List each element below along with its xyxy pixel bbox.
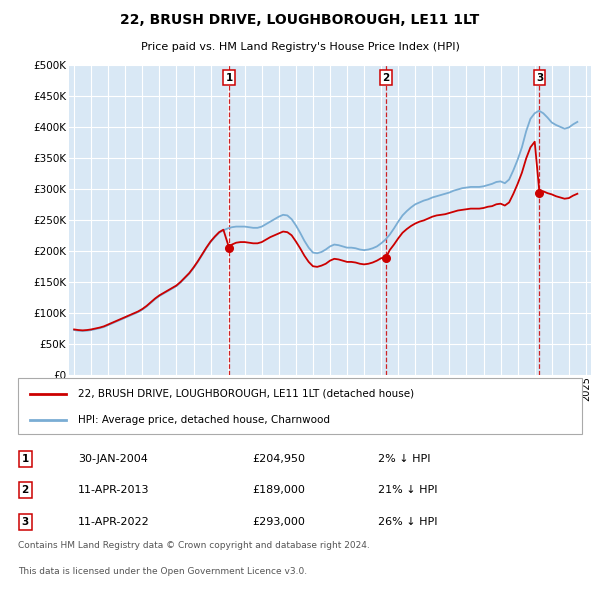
- Text: 3: 3: [22, 517, 29, 527]
- Text: £293,000: £293,000: [252, 517, 305, 527]
- Text: 11-APR-2022: 11-APR-2022: [78, 517, 150, 527]
- Text: 1: 1: [22, 454, 29, 464]
- Text: 22, BRUSH DRIVE, LOUGHBOROUGH, LE11 1LT (detached house): 22, BRUSH DRIVE, LOUGHBOROUGH, LE11 1LT …: [78, 389, 414, 398]
- Text: 2: 2: [382, 73, 389, 83]
- Text: This data is licensed under the Open Government Licence v3.0.: This data is licensed under the Open Gov…: [18, 568, 307, 576]
- Text: 3: 3: [536, 73, 543, 83]
- Text: Price paid vs. HM Land Registry's House Price Index (HPI): Price paid vs. HM Land Registry's House …: [140, 42, 460, 52]
- Text: 21% ↓ HPI: 21% ↓ HPI: [378, 486, 437, 496]
- Text: 2: 2: [22, 486, 29, 496]
- Text: £189,000: £189,000: [252, 486, 305, 496]
- Text: 22, BRUSH DRIVE, LOUGHBOROUGH, LE11 1LT: 22, BRUSH DRIVE, LOUGHBOROUGH, LE11 1LT: [121, 13, 479, 27]
- Text: 26% ↓ HPI: 26% ↓ HPI: [378, 517, 437, 527]
- Text: 11-APR-2013: 11-APR-2013: [78, 486, 149, 496]
- Text: Contains HM Land Registry data © Crown copyright and database right 2024.: Contains HM Land Registry data © Crown c…: [18, 541, 370, 550]
- Text: 30-JAN-2004: 30-JAN-2004: [78, 454, 148, 464]
- FancyBboxPatch shape: [18, 378, 582, 434]
- Text: HPI: Average price, detached house, Charnwood: HPI: Average price, detached house, Char…: [78, 415, 330, 425]
- Text: £204,950: £204,950: [252, 454, 305, 464]
- Text: 2% ↓ HPI: 2% ↓ HPI: [378, 454, 431, 464]
- Text: 1: 1: [226, 73, 233, 83]
